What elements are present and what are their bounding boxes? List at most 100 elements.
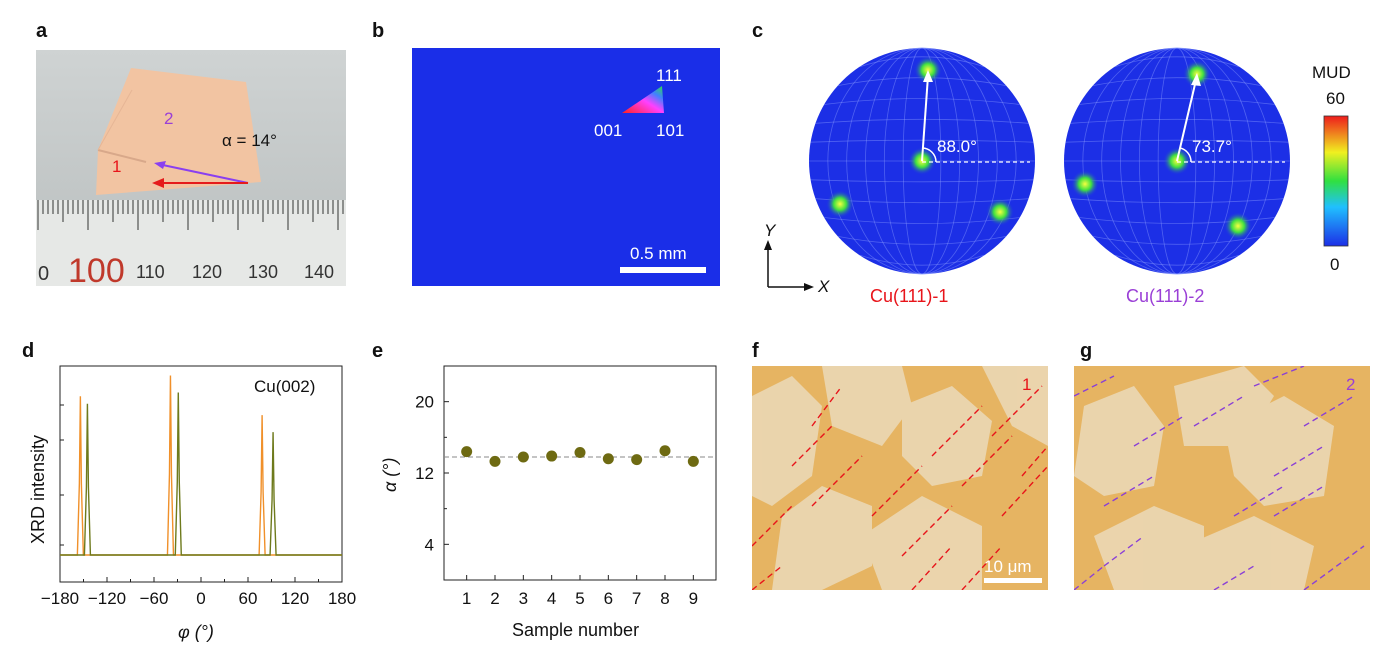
twin-boundary-dash xyxy=(991,385,1043,437)
xy-axes: Y X xyxy=(764,221,830,296)
ruler-number-110: 110 xyxy=(136,262,165,282)
grain-2-label: 2 xyxy=(164,109,173,128)
ruler-ticks xyxy=(37,200,344,230)
scatter-x-tick-label: 1 xyxy=(462,589,471,608)
xrd-y-axis-label: XRD intensity xyxy=(28,435,48,544)
scatter-x-axis-label: Sample number xyxy=(512,620,639,640)
colorbar-title: MUD xyxy=(1312,63,1351,82)
scatter-x-tick-label: 5 xyxy=(575,589,584,608)
micrograph-f: 1 10 μm xyxy=(752,366,1048,590)
xrd-x-tick-label: −180 xyxy=(41,589,79,608)
scatter-y-axis-label: α (°) xyxy=(380,458,400,492)
ruler-number-130: 130 xyxy=(248,262,278,282)
ebsd-orientation-map: 111 001 101 0.5 mm xyxy=(412,48,720,286)
xrd-x-axis-label: φ (°) xyxy=(178,622,214,642)
twin-boundary-dash xyxy=(1074,375,1115,397)
twin-boundary-dash xyxy=(811,455,863,507)
scatter-point xyxy=(602,453,614,465)
xrd-x-tick-label: −60 xyxy=(140,589,169,608)
xrd-x-ticks: −180 −120 −60 0 60 120 180 xyxy=(41,404,356,608)
ruler-number-0: 0 xyxy=(38,263,49,285)
scatter-x-tick-label: 2 xyxy=(490,589,499,608)
twin-boundary-dash xyxy=(1103,535,1145,567)
copper-foil xyxy=(96,68,261,195)
grain-1-label: 1 xyxy=(112,157,121,176)
twin-boundary-dash xyxy=(931,405,983,457)
twin-boundary-dash xyxy=(1303,545,1365,590)
colorbar-max: 60 xyxy=(1326,89,1345,108)
twin-boundary-dash xyxy=(871,465,923,517)
ipf-label-111: 111 xyxy=(656,66,682,85)
angle-label: α = 14° xyxy=(222,131,277,150)
pole2-label: Cu(111)-2 xyxy=(1126,286,1204,306)
scatter-point xyxy=(574,446,586,458)
xrd-series-line xyxy=(60,375,342,556)
ruler-number-100: 100 xyxy=(68,252,125,286)
twin-boundary-dash xyxy=(1001,465,1048,517)
scatter-plot-frame xyxy=(443,365,717,581)
scatter-y-tick-label: 20 xyxy=(415,393,434,412)
scatter-point xyxy=(461,446,473,458)
purple-arrow xyxy=(157,163,249,184)
axis-x-label: X xyxy=(817,277,830,296)
copper-foil-photo: 2 1 α = 14° 0 100 110 120 130 140 xyxy=(36,50,346,286)
scale-bar-label: 0.5 mm xyxy=(630,244,687,263)
colorbar xyxy=(1323,115,1349,247)
scatter-point xyxy=(687,455,699,467)
xrd-x-tick-label: 60 xyxy=(239,589,258,608)
xrd-x-tick-label: 120 xyxy=(281,589,309,608)
xrd-x-tick-label: 0 xyxy=(196,589,205,608)
pole-figures: 88.0° 73.7° Y X Cu(111)-1 Cu(111)-2 MUD … xyxy=(764,47,1351,306)
xrd-x-tick-label: −120 xyxy=(88,589,126,608)
twin-boundary-dash xyxy=(752,565,783,590)
colorbar-min: 0 xyxy=(1330,255,1339,274)
ipf-triangle xyxy=(622,86,664,113)
grain-2-label-g: 2 xyxy=(1346,375,1355,394)
ipf-label-001: 001 xyxy=(594,121,622,140)
scatter-y-tick-label: 4 xyxy=(425,535,434,554)
xrd-plot-frame xyxy=(59,365,343,583)
scatter-points xyxy=(461,445,699,467)
xrd-chart: −180 −120 −60 0 60 120 180 Cu(002) XRD intensi… xyxy=(28,365,356,642)
scatter-x-tick-label: 3 xyxy=(519,589,528,608)
scatter-y-tick-label: 12 xyxy=(415,464,434,483)
panel-label-a: a xyxy=(36,20,48,42)
scatter-x-tick-label: 8 xyxy=(660,589,669,608)
scatter-x-tick-label: 7 xyxy=(632,589,641,608)
twin-boundary-dash xyxy=(901,505,953,557)
pole1-angle-label: 88.0° xyxy=(937,137,977,156)
pole2-angle-label: 73.7° xyxy=(1192,137,1232,156)
panel-label-c: c xyxy=(752,20,764,42)
twin-boundary-dash xyxy=(1074,565,1105,590)
panel-label-f: f xyxy=(752,340,759,362)
twin-boundary-dash xyxy=(1213,565,1255,590)
twin-boundary-dash xyxy=(1021,445,1048,477)
pole-figure-1: 88.0° xyxy=(809,47,1035,275)
pole-figure-2: 73.7° xyxy=(1064,47,1290,275)
panel-label-b: b xyxy=(372,20,385,42)
ruler-number-120: 120 xyxy=(192,262,222,282)
panel-label-d: d xyxy=(22,340,35,362)
twin-boundary-dash xyxy=(1253,366,1305,387)
ruler-number-140: 140 xyxy=(304,262,334,282)
scatter-point xyxy=(517,451,529,463)
scale-bar-f xyxy=(984,578,1042,583)
scatter-point xyxy=(546,450,558,462)
scatter-x-tick-label: 4 xyxy=(547,589,556,608)
twin-boundary-dash xyxy=(811,385,843,427)
xrd-peaks xyxy=(60,375,342,556)
scatter-point xyxy=(659,445,671,457)
scatter-x-tick-label: 6 xyxy=(604,589,613,608)
xrd-x-tick-label: 180 xyxy=(328,589,356,608)
scatter-point xyxy=(489,455,501,467)
ipf-label-101: 101 xyxy=(656,121,684,140)
grain-1-label-f: 1 xyxy=(1022,375,1031,394)
micrograph-g: 2 xyxy=(1074,366,1370,590)
scale-bar-label-f: 10 μm xyxy=(984,557,1032,576)
xrd-series-line xyxy=(60,392,342,556)
axis-y-label: Y xyxy=(764,221,777,240)
twin-boundary-dash xyxy=(961,435,1013,487)
panel-label-e: e xyxy=(372,340,384,362)
